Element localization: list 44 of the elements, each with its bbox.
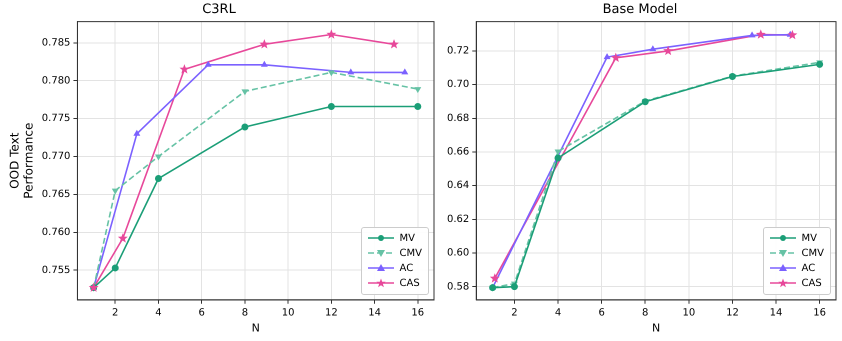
y-tick-label: 0.68 [447,112,470,124]
y-tick-label: 0.60 [447,248,470,259]
y-tick-label: 0.760 [42,226,70,238]
y-tick-label: 0.58 [447,281,470,292]
x-tick-label: 10 [282,307,294,318]
y-tick-label: 0.775 [42,113,70,124]
legend-label: MV [802,232,818,246]
x-tick-label: 4 [554,307,562,318]
x-tick-label: 6 [198,307,205,318]
legend-label: MV [400,232,416,246]
chart-title: C3RL [202,2,237,18]
y-tick-label: 0.70 [447,79,470,90]
y-axis-title: OOD Text Performance [7,122,36,199]
y-tick-label: 0.780 [42,75,70,86]
x-tick-label: 8 [242,307,248,318]
x-axis-title: N [252,321,260,334]
x-tick-label: 2 [112,307,118,318]
x-tick-label: 10 [682,307,696,318]
legend-label: CMV [400,246,422,261]
y-tick-label: 0.64 [447,180,470,192]
legend-label: AC [802,262,816,276]
x-tick-label: 6 [598,307,605,318]
legend-label: AC [400,262,414,276]
y-tick-label: 0.755 [42,264,70,276]
y-tick-label: 0.72 [447,45,470,56]
x-axis-title: N [652,321,660,334]
y-tick-label: 0.62 [447,214,470,225]
y-tick-label: 0.770 [42,151,70,162]
x-tick-label: 12 [324,307,338,318]
x-tick-label: 4 [155,307,162,318]
legend-label: CMV [802,246,824,261]
x-tick-label: 14 [770,307,782,318]
legend-label: CAS [802,276,822,291]
x-tick-label: 2 [511,307,518,318]
legend-label: CAS [400,276,420,291]
chart-title: Base Model [602,2,678,18]
x-tick-label: 16 [813,307,826,318]
x-tick-label: 12 [726,307,739,318]
x-tick-label: 8 [642,307,648,318]
x-tick-label: 14 [368,307,381,318]
y-tick-label: 0.785 [42,37,70,48]
y-tick-label: 0.765 [42,189,70,200]
x-tick-label: 16 [411,307,424,318]
y-tick-label: 0.66 [447,146,470,158]
